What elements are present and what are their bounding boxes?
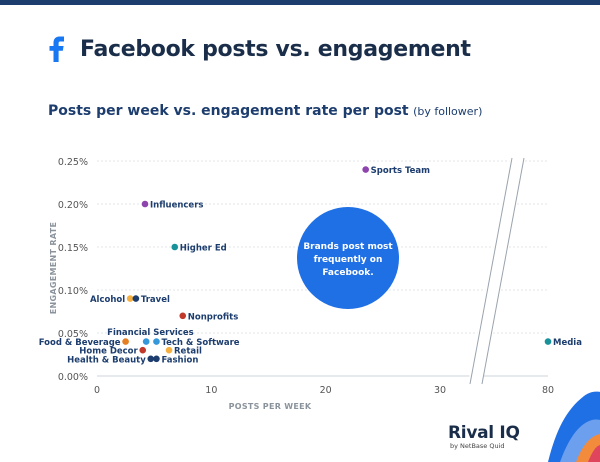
data-point: [153, 338, 160, 345]
data-point: [147, 355, 155, 363]
chart-title: Facebook posts vs. engagement: [80, 36, 471, 62]
point-label: Sports Team: [371, 166, 430, 176]
data-point: [171, 243, 179, 251]
y-tick-label: 0.20%: [58, 200, 88, 211]
point-label: Health & Beauty: [67, 355, 146, 365]
chart-subtitle: Posts per week vs. engagement rate per p…: [48, 103, 482, 119]
annotation-bubble: [297, 207, 399, 309]
data-point: [126, 295, 134, 302]
x-tick-label: 0: [94, 385, 100, 396]
subtitle-main: Posts per week vs. engagement rate per p…: [48, 103, 409, 119]
point-label: Financial Services: [107, 328, 194, 338]
y-tick-label: 0.15%: [58, 243, 88, 254]
y-tick-label: 0.10%: [58, 286, 88, 297]
point-label: Media: [553, 338, 582, 348]
y-tick-label: 0.25%: [58, 157, 88, 168]
x-tick-label: 20: [320, 385, 332, 396]
data-point: [153, 355, 160, 363]
annotation-text-line: Facebook.: [322, 268, 373, 278]
point-label: Fashion: [161, 355, 198, 365]
point-label: Home Decor: [79, 347, 138, 357]
axis-break-band: [468, 158, 524, 384]
x-tick-label: 80: [542, 385, 554, 396]
x-tick-label: 30: [434, 385, 446, 396]
point-label: Tech & Software: [161, 338, 239, 348]
annotation-text-line: frequently on: [314, 255, 383, 265]
data-point: [142, 338, 150, 345]
point-label: Retail: [174, 347, 202, 357]
data-point: [544, 338, 552, 345]
point-label: Food & Beverage: [39, 338, 121, 348]
subtitle-note: (by follower): [413, 105, 483, 118]
axis-break-line: [481, 157, 525, 385]
logo-name: Rival IQ: [448, 423, 520, 443]
point-label: Travel: [141, 295, 170, 305]
chart-header: Facebook posts vs. engagement: [48, 34, 471, 64]
data-point: [165, 346, 173, 354]
data-point: [132, 295, 140, 302]
x-axis-label: POSTS PER WEEK: [229, 402, 312, 411]
scatter-chart: 0.00% 0.05% 0.10% 0.15% 0.20% 0.25% 0 10 20 30 80 P…: [39, 157, 583, 411]
point-label: Higher Ed: [180, 244, 227, 254]
y-tick-label: 0.05%: [58, 329, 88, 340]
annotation-text-line: Brands post most: [303, 242, 393, 252]
x-tick-label: 10: [205, 385, 217, 396]
point-label: Influencers: [150, 201, 203, 211]
y-axis-label: ENGAGEMENT RATE: [49, 222, 58, 314]
data-point: [139, 346, 147, 354]
logo-tagline: by NetBase Quid: [450, 442, 505, 450]
data-point: [122, 338, 129, 345]
point-label: Nonprofits: [188, 312, 239, 322]
rival-iq-logo: Rival IQ by NetBase Quid: [448, 424, 520, 450]
facebook-icon: [49, 36, 64, 62]
data-point: [362, 166, 369, 173]
point-label: Alcohol: [90, 295, 125, 305]
y-tick-label: 0.00%: [58, 372, 88, 383]
data-point: [141, 200, 149, 208]
data-point: [179, 312, 187, 320]
axis-break-line: [469, 157, 513, 385]
top-accent-bar: [0, 0, 600, 5]
